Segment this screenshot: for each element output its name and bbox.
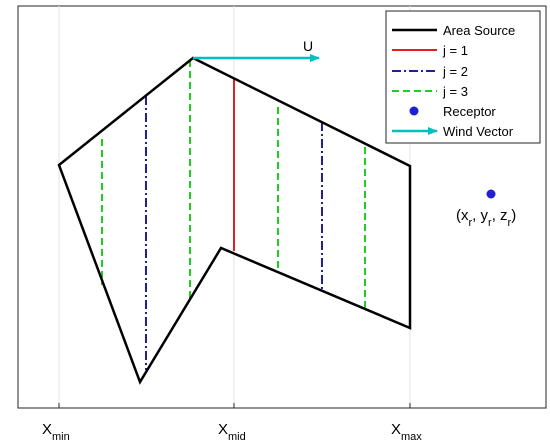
j3-lines (101, 60, 366, 309)
receptor-marker (486, 189, 496, 199)
legend-box (385, 10, 541, 144)
legend-label-j3: j = 3 (442, 84, 468, 99)
x-tick-label-xmax: Xmax (391, 421, 422, 443)
legend-label-j1: j = 1 (442, 43, 468, 58)
legend: Area Source j = 1 j = 2 j = 3 Receptor W… (385, 10, 541, 144)
legend-label-receptor: Receptor (443, 104, 496, 119)
x-tick-label-xmin: Xmin (42, 421, 70, 443)
legend-swatch-receptor (409, 106, 419, 116)
receptor-label: (xr, yr, zr) (456, 207, 516, 229)
wind-vector-label: U (303, 38, 313, 54)
j2-lines (145, 96, 323, 370)
legend-label-j2: j = 2 (442, 64, 468, 79)
legend-label-area-source: Area Source (443, 23, 515, 38)
x-tick-label-xmid: Xmid (218, 421, 246, 443)
legend-label-wind-vector: Wind Vector (443, 124, 514, 139)
